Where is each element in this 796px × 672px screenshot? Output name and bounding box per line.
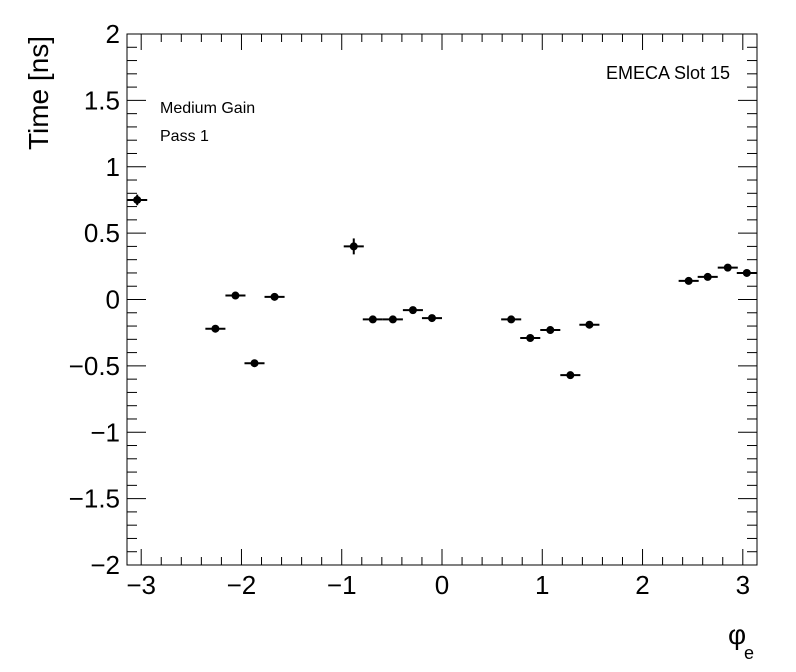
x-tick-label: 3 <box>736 570 750 600</box>
x-tick-label: −2 <box>227 570 257 600</box>
y-tick-labels: −2 −1.5 −1 −0.5 0 0.5 1 1.5 2 <box>69 19 120 580</box>
data-point <box>205 324 226 333</box>
data-point <box>678 276 699 285</box>
y-tick-label: −2 <box>90 550 120 580</box>
y-tick-label: −1 <box>90 417 120 447</box>
point-marker <box>507 315 516 324</box>
data-point <box>421 314 442 323</box>
data-point <box>225 291 246 300</box>
data-point <box>520 333 541 342</box>
data-point <box>264 292 285 301</box>
data-points <box>127 194 757 380</box>
point-marker <box>408 306 417 315</box>
point-marker <box>349 242 358 251</box>
annotation-gain: Medium Gain <box>160 100 255 117</box>
point-marker <box>684 276 693 285</box>
point-marker <box>546 326 555 335</box>
y-tick-label: 0 <box>106 285 120 315</box>
y-tick-label: 1 <box>106 152 120 182</box>
y-axis-label: Time [ns] <box>23 36 54 150</box>
x-tick-label: −1 <box>327 570 357 600</box>
point-marker <box>368 315 377 324</box>
data-point <box>540 326 561 335</box>
data-point <box>382 315 403 324</box>
data-point <box>127 194 148 206</box>
point-marker <box>211 324 220 333</box>
x-tick-label: 2 <box>635 570 649 600</box>
data-point <box>362 315 383 324</box>
x-tick-labels: −3 −2 −1 0 1 2 3 <box>126 570 750 600</box>
data-point <box>736 268 757 277</box>
point-marker <box>723 263 732 272</box>
x-axis-label: φ <box>728 619 746 650</box>
y-tick-label: 2 <box>106 19 120 49</box>
data-point <box>343 238 364 255</box>
data-point <box>579 320 600 329</box>
y-tick-label: 0.5 <box>84 218 120 248</box>
point-marker <box>231 291 240 300</box>
point-marker <box>526 333 535 342</box>
slot-label: EMECA Slot 15 <box>606 63 730 83</box>
y-tick-label: −1.5 <box>69 484 120 514</box>
data-point <box>697 272 718 281</box>
data-point <box>501 315 522 324</box>
data-point <box>402 306 423 315</box>
point-marker <box>585 320 594 329</box>
point-marker <box>742 268 751 277</box>
axis-ticks <box>127 33 757 566</box>
x-tick-label: 1 <box>535 570 549 600</box>
x-tick-label: 0 <box>435 570 449 600</box>
y-tick-label: 1.5 <box>84 85 120 115</box>
point-marker <box>250 359 259 368</box>
x-tick-label: −3 <box>126 570 156 600</box>
data-point <box>717 263 738 272</box>
data-point <box>560 371 581 380</box>
y-tick-label: −0.5 <box>69 351 120 381</box>
point-marker <box>703 272 712 281</box>
point-marker <box>270 292 279 301</box>
point-marker <box>133 195 142 204</box>
annotation-pass: Pass 1 <box>160 128 209 145</box>
point-marker <box>566 371 575 380</box>
point-marker <box>427 314 436 323</box>
x-axis-label-subscript: e <box>744 643 754 663</box>
point-marker <box>388 315 397 324</box>
data-point <box>244 359 265 368</box>
